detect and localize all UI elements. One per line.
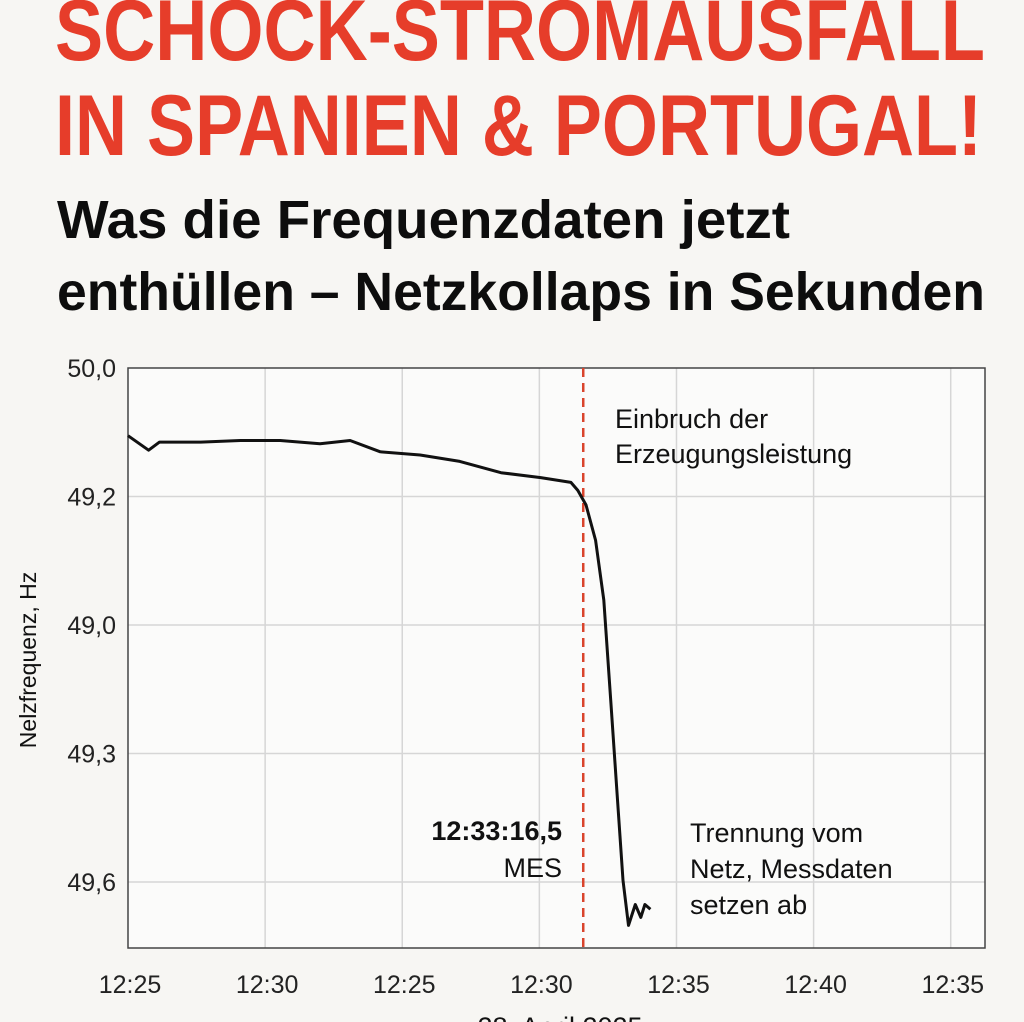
annotation: setzen ab	[690, 890, 807, 920]
x-axis-label: 28. April 2025	[477, 1012, 642, 1022]
plot-frame	[127, 367, 986, 949]
annotation: Netz, Messdaten	[690, 854, 893, 884]
x-tick-label: 12:35	[647, 971, 710, 999]
y-tick-label: 49,2	[67, 484, 116, 512]
x-tick-label: 12:40	[784, 971, 847, 999]
annotation: Erzeugungsleistung	[615, 439, 852, 469]
title: SCHOCK-STROMAUSFALL	[55, 0, 985, 79]
x-tick-label: 12:25	[373, 971, 436, 999]
annotation: Einbruch der	[615, 404, 768, 434]
annotation: MES	[503, 853, 562, 883]
y-tick-label: 50,0	[67, 355, 116, 383]
y-tick-label: 49,0	[67, 612, 116, 640]
annotation: 12:33:16,5	[431, 816, 562, 846]
data-line	[127, 434, 652, 927]
x-tick-label: 12:25	[99, 971, 162, 999]
plot-area	[128, 368, 985, 948]
title: IN SPANIEN & PORTUGAL!	[55, 78, 982, 174]
x-tick-label: 12:30	[236, 971, 299, 999]
x-tick-label: 12:35	[921, 971, 984, 999]
y-tick-label: 49,6	[67, 869, 116, 897]
y-axis-label: Nelzfrequenz, Hz	[15, 572, 41, 748]
subtitle: enthüllen – Netzkollaps in Sekunden	[57, 262, 985, 322]
annotation: Trennung vom	[690, 818, 863, 848]
x-tick-label: 12:30	[510, 971, 573, 999]
y-tick-label: 49,3	[67, 741, 116, 769]
subtitle: Was die Frequenzdaten jetzt	[57, 190, 790, 250]
